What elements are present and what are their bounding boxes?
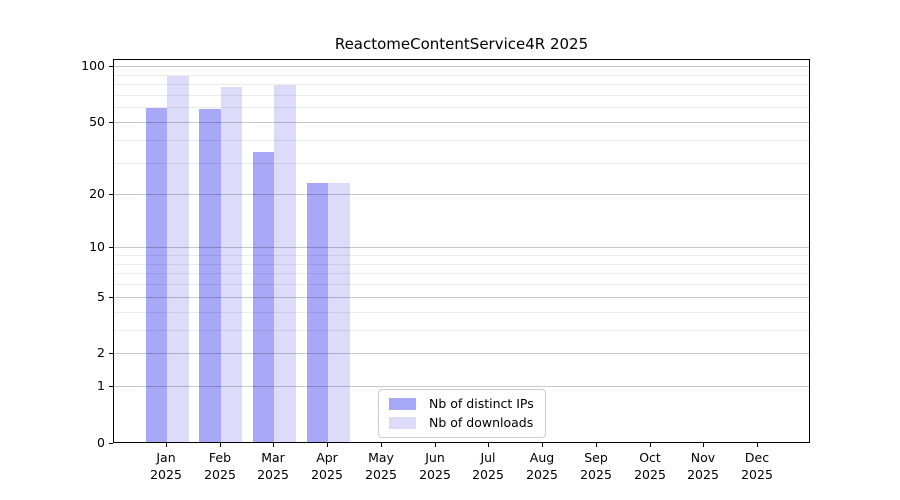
bar-distinct-ips-apr — [306, 182, 329, 442]
x-tick-label-jan: Jan 2025 — [150, 450, 182, 482]
y-tick-mark-10 — [109, 247, 113, 248]
bar-downloads-jan — [167, 75, 189, 442]
x-tick-label-aug: Aug 2025 — [526, 450, 558, 482]
bar-distinct-ips-feb — [199, 109, 221, 442]
x-tick-mark-may — [381, 443, 382, 447]
x-tick-mark-jan — [166, 443, 167, 447]
x-tick-label-may: May 2025 — [365, 450, 397, 482]
legend-item-distinct-ips: Nb of distinct IPs — [389, 396, 534, 411]
gridline-90 — [114, 74, 809, 76]
y-tick-label-1: 1 — [97, 378, 105, 393]
x-tick-label-apr: Apr 2025 — [311, 450, 343, 482]
y-tick-label-2: 2 — [97, 345, 105, 360]
x-tick-mark-sep — [596, 443, 597, 447]
y-tick-label-10: 10 — [89, 239, 105, 254]
x-tick-mark-mar — [273, 443, 274, 447]
y-tick-label-20: 20 — [89, 186, 105, 201]
chart-title: ReactomeContentService4R 2025 — [334, 35, 589, 53]
x-tick-label-dec: Dec 2025 — [741, 450, 773, 482]
plot-area — [113, 59, 810, 443]
y-tick-label-5: 5 — [97, 289, 105, 304]
x-tick-label-mar: Mar 2025 — [257, 450, 289, 482]
bar-distinct-ips-mar — [252, 151, 275, 442]
bar-distinct-ips-jan — [145, 107, 167, 442]
x-tick-mark-nov — [703, 443, 704, 447]
y-tick-mark-1 — [109, 386, 113, 387]
legend-label-downloads: Nb of downloads — [429, 415, 534, 430]
x-tick-label-sep: Sep 2025 — [580, 450, 612, 482]
legend-label-distinct-ips: Nb of distinct IPs — [429, 396, 534, 411]
bar-downloads-mar — [274, 85, 296, 442]
x-tick-label-jun: Jun 2025 — [419, 450, 451, 482]
x-tick-mark-oct — [650, 443, 651, 447]
legend-swatch-downloads — [389, 416, 416, 429]
bar-downloads-apr — [328, 182, 350, 442]
x-tick-mark-dec — [757, 443, 758, 447]
bar-downloads-feb — [220, 87, 243, 442]
x-tick-mark-aug — [542, 443, 543, 447]
y-tick-label-0: 0 — [97, 435, 105, 450]
x-tick-mark-apr — [327, 443, 328, 447]
x-tick-mark-feb — [220, 443, 221, 447]
y-tick-mark-100 — [109, 66, 113, 67]
y-tick-label-100: 100 — [81, 58, 105, 73]
x-tick-mark-jul — [488, 443, 489, 447]
x-tick-label-feb: Feb 2025 — [204, 450, 236, 482]
y-tick-mark-5 — [109, 297, 113, 298]
gridline-80 — [114, 84, 809, 86]
gridline-70 — [114, 95, 809, 96]
gridline-100 — [114, 66, 809, 68]
y-tick-mark-0 — [109, 443, 113, 444]
x-tick-mark-jun — [435, 443, 436, 447]
legend: Nb of distinct IPs Nb of downloads — [378, 389, 546, 438]
x-tick-label-nov: Nov 2025 — [687, 450, 719, 482]
legend-swatch-distinct-ips — [389, 397, 416, 410]
y-tick-mark-50 — [109, 122, 113, 123]
legend-item-downloads: Nb of downloads — [389, 415, 534, 430]
y-tick-mark-2 — [109, 353, 113, 354]
x-tick-label-oct: Oct 2025 — [634, 450, 666, 482]
x-tick-label-jul: Jul 2025 — [472, 450, 504, 482]
y-tick-mark-20 — [109, 194, 113, 195]
y-tick-label-50: 50 — [89, 114, 105, 129]
